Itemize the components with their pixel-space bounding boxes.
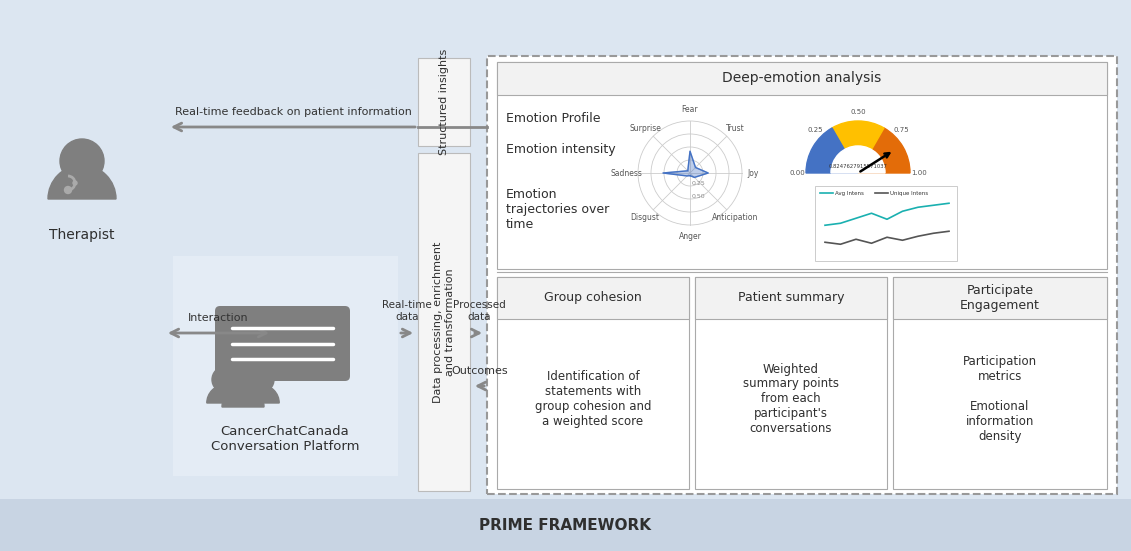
Text: Emotion Profile: Emotion Profile [506,111,601,125]
Text: 0.50: 0.50 [851,109,866,115]
Wedge shape [207,385,243,403]
Text: Participation
metrics

Emotional
information
density: Participation metrics Emotional informat… [962,355,1037,443]
FancyBboxPatch shape [696,277,887,319]
FancyBboxPatch shape [215,306,349,381]
FancyBboxPatch shape [815,186,957,261]
Text: PRIME FRAMEWORK: PRIME FRAMEWORK [480,517,651,532]
Wedge shape [806,128,858,173]
Text: 0.00: 0.00 [789,170,805,176]
Text: Outcomes: Outcomes [451,366,508,376]
Text: Avg Intens: Avg Intens [835,191,864,196]
Text: 0.50: 0.50 [692,194,706,199]
FancyBboxPatch shape [497,62,1107,95]
Text: Processed
data: Processed data [452,300,506,322]
Wedge shape [48,165,116,199]
Wedge shape [243,385,279,403]
Wedge shape [858,128,910,173]
Text: Identification of
statements with
group cohesion and
a weighted score: Identification of statements with group … [535,370,651,428]
Text: 1.00: 1.00 [912,170,927,176]
Polygon shape [225,376,252,389]
Wedge shape [832,121,884,173]
Polygon shape [663,151,708,177]
Wedge shape [222,386,264,407]
Text: 0.25: 0.25 [692,181,706,186]
FancyBboxPatch shape [8,55,163,493]
Text: Deep-emotion analysis: Deep-emotion analysis [723,71,882,85]
Text: Unique Intens: Unique Intens [890,191,929,196]
Text: Sadness: Sadness [611,169,642,177]
Wedge shape [831,146,886,173]
Circle shape [248,366,274,393]
FancyBboxPatch shape [418,58,470,146]
Text: 0.8247627915571037: 0.8247627915571037 [829,165,888,170]
FancyBboxPatch shape [0,499,1131,551]
Text: Real-time feedback on patient information: Real-time feedback on patient informatio… [174,107,412,117]
Text: Interaction: Interaction [188,313,249,323]
FancyBboxPatch shape [418,153,470,491]
Text: Weighted
summary points
from each
participant's
conversations: Weighted summary points from each partic… [743,363,839,435]
Text: Trust: Trust [725,123,744,133]
FancyBboxPatch shape [893,277,1107,319]
Circle shape [228,365,258,395]
Text: Anger: Anger [679,232,701,241]
Text: 0.25: 0.25 [808,127,822,133]
Text: Patient summary: Patient summary [737,291,844,305]
FancyBboxPatch shape [497,277,689,489]
Text: Participate
Engagement: Participate Engagement [960,284,1039,312]
Text: Real-time
data: Real-time data [382,300,432,322]
Text: Structured insights: Structured insights [439,49,449,155]
Text: Emotion intensity: Emotion intensity [506,143,615,156]
FancyBboxPatch shape [173,256,398,476]
Circle shape [64,186,71,193]
FancyBboxPatch shape [893,277,1107,489]
Text: Data processing, enrichment
and transformation: Data processing, enrichment and transfor… [433,241,455,403]
Text: 0.75: 0.75 [893,127,909,133]
Text: CancerChatCanada
Conversation Platform: CancerChatCanada Conversation Platform [210,425,360,453]
Circle shape [211,366,238,393]
Text: Group cohesion: Group cohesion [544,291,642,305]
Text: Disgust: Disgust [631,213,659,223]
Text: Therapist: Therapist [50,228,114,242]
Text: Surprise: Surprise [629,123,662,133]
FancyBboxPatch shape [0,0,1131,499]
Text: Anticipation: Anticipation [711,213,758,223]
FancyBboxPatch shape [497,62,1107,269]
FancyBboxPatch shape [696,277,887,489]
Text: Joy: Joy [748,169,759,177]
Text: Fear: Fear [682,105,698,114]
FancyBboxPatch shape [497,277,689,319]
FancyBboxPatch shape [487,56,1117,494]
Text: Emotion
trajectories over
time: Emotion trajectories over time [506,188,610,231]
Circle shape [74,181,77,185]
Circle shape [60,139,104,183]
